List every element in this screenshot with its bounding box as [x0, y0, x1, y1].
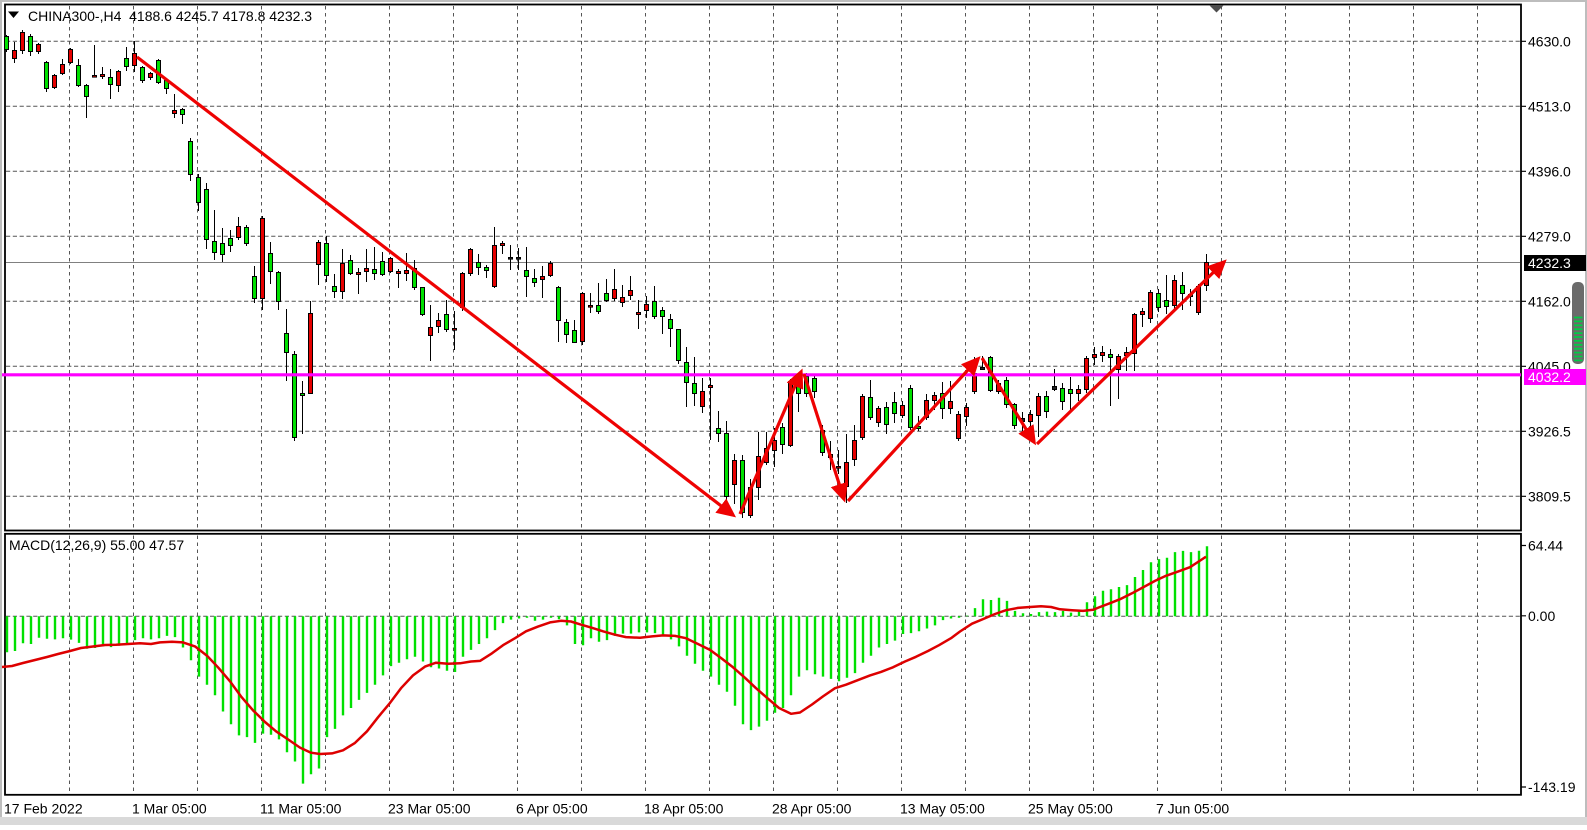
svg-text:4630.0: 4630.0: [1528, 33, 1571, 49]
svg-text:13 May 05:00: 13 May 05:00: [900, 801, 985, 817]
svg-text:4279.0: 4279.0: [1528, 228, 1571, 244]
svg-text:4232.3: 4232.3: [1528, 255, 1571, 271]
svg-text:11 Mar 05:00: 11 Mar 05:00: [260, 801, 342, 817]
svg-text:4396.0: 4396.0: [1528, 163, 1571, 179]
svg-text:4032.2: 4032.2: [1528, 369, 1571, 385]
svg-text:CHINA300-,H4 4188.6 4245.7 41: CHINA300-,H4 4188.6 4245.7 4178.8 4232.3: [28, 8, 312, 24]
svg-text:3926.5: 3926.5: [1528, 423, 1571, 439]
svg-text:23 Mar 05:00: 23 Mar 05:00: [388, 801, 471, 817]
svg-text:64.44: 64.44: [1528, 538, 1563, 554]
svg-text:7 Jun 05:00: 7 Jun 05:00: [1156, 801, 1229, 817]
svg-text:4513.0: 4513.0: [1528, 98, 1571, 114]
svg-text:0.00: 0.00: [1528, 608, 1555, 624]
svg-text:18 Apr 05:00: 18 Apr 05:00: [644, 801, 724, 817]
svg-text:MACD(12,26,9) 55.00 47.57: MACD(12,26,9) 55.00 47.57: [9, 537, 184, 553]
svg-text:17 Feb 2022: 17 Feb 2022: [4, 801, 83, 817]
svg-text:1 Mar 05:00: 1 Mar 05:00: [132, 801, 207, 817]
svg-text:6 Apr 05:00: 6 Apr 05:00: [516, 801, 588, 817]
svg-text:25 May 05:00: 25 May 05:00: [1028, 801, 1113, 817]
svg-text:-143.19: -143.19: [1528, 779, 1576, 795]
svg-text:3809.5: 3809.5: [1528, 488, 1571, 504]
svg-text:28 Apr 05:00: 28 Apr 05:00: [772, 801, 852, 817]
svg-text:4162.0: 4162.0: [1528, 293, 1571, 309]
